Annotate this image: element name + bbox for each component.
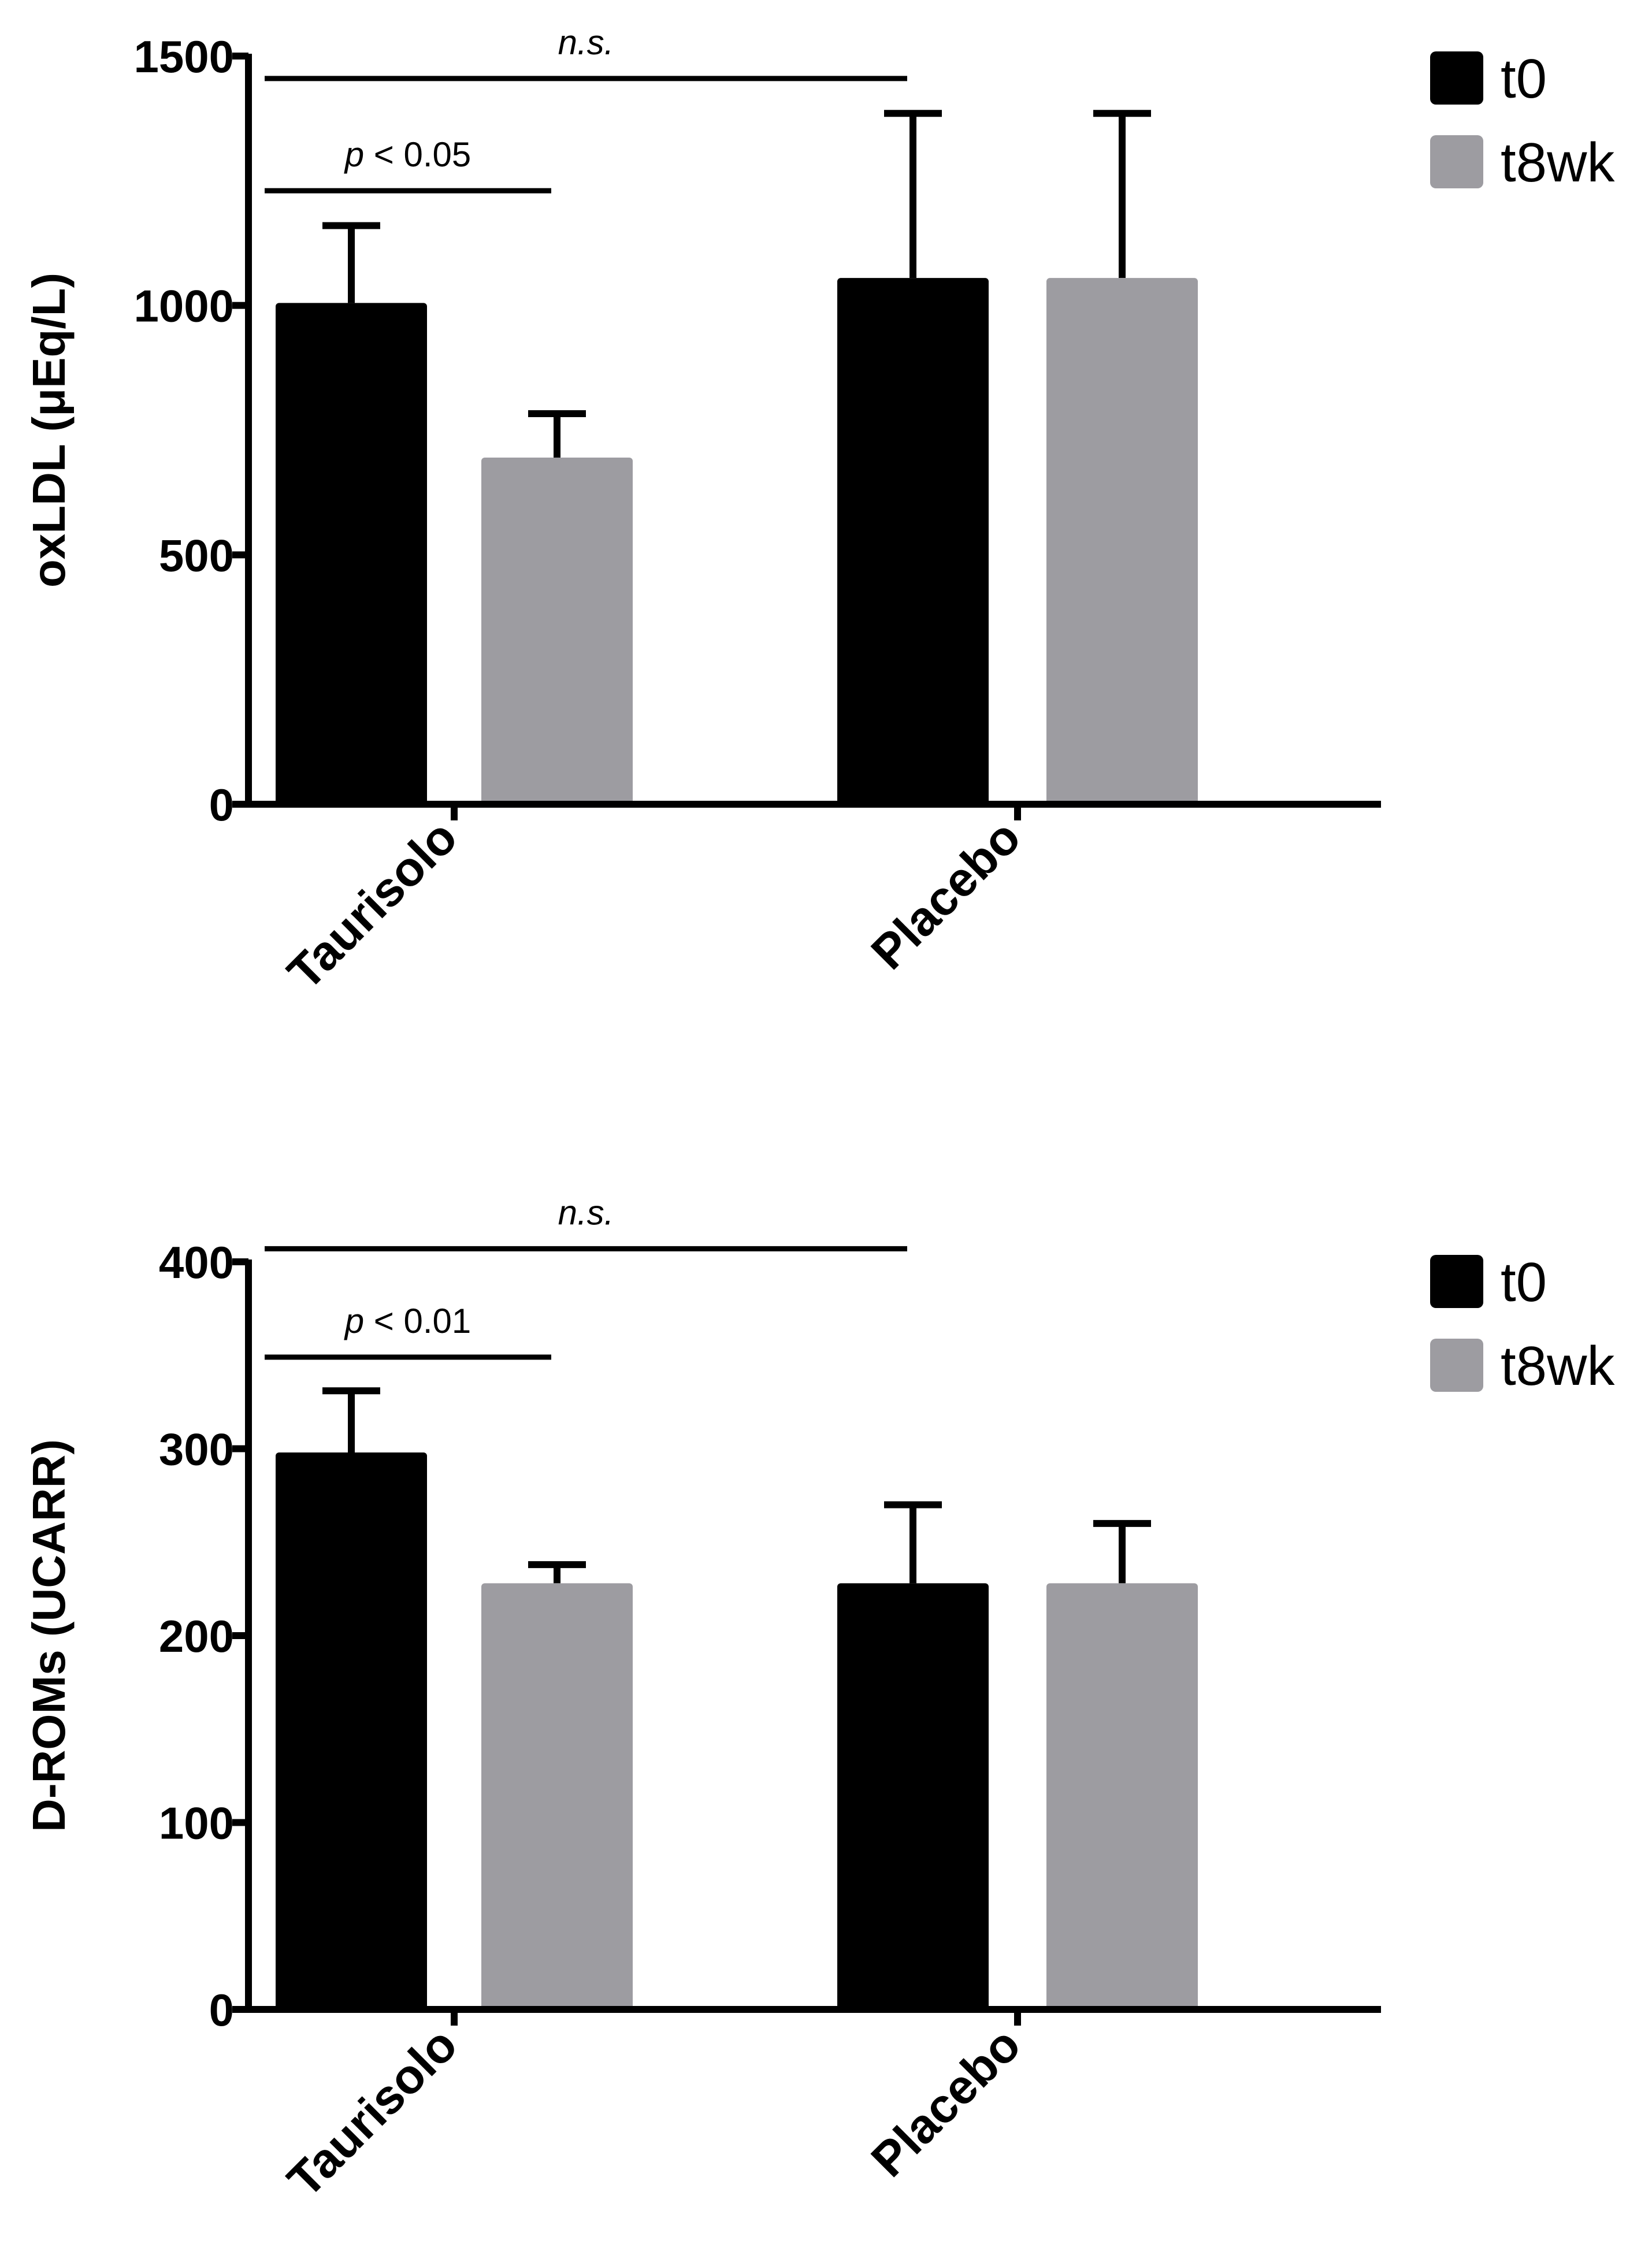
bar-t0-taurisolo (276, 1452, 427, 2009)
bar-t0-taurisolo (276, 303, 427, 804)
significance-italic: p (344, 135, 364, 174)
legend-swatch-t8wk (1430, 135, 1483, 188)
category-label-placebo: Placebo (860, 809, 1030, 979)
y-axis-title: D-ROMs (UCARR) (23, 1439, 75, 1832)
bar-t0-placebo (837, 278, 989, 804)
droms-chart: 0 100 200 300 400 Taurisolo Placebo D-ROMs (UCA… (23, 1193, 1615, 2207)
legend-label-t8wk: t8wk (1501, 1335, 1615, 1397)
y-axis-title: oxLDL (μEq/L) (23, 273, 75, 588)
y-tick-label: 300 (159, 1424, 234, 1475)
category-label-taurisolo: Taurisolo (277, 2017, 467, 2207)
bar-t8wk-placebo (1046, 1583, 1198, 2009)
legend-swatch-t0 (1430, 1255, 1483, 1308)
bar-t8wk-taurisolo (481, 1583, 633, 2009)
legend-label-t8wk: t8wk (1501, 132, 1615, 194)
bar-t8wk-taurisolo (481, 457, 633, 804)
legend-swatch-t0 (1430, 51, 1483, 105)
significance-label: n.s. (558, 23, 614, 62)
legend-label-t0: t0 (1501, 48, 1547, 110)
legend-swatch-t8wk (1430, 1339, 1483, 1392)
y-tick-label: 1500 (133, 31, 234, 82)
y-tick-label: 1000 (133, 281, 234, 332)
significance-label: n.s. (558, 1193, 614, 1232)
y-tick-label: 0 (209, 779, 234, 830)
y-tick-label: 400 (159, 1237, 234, 1288)
y-tick-label: 200 (159, 1611, 234, 1662)
y-tick-label: 0 (209, 1985, 234, 2035)
y-tick-label: 500 (159, 530, 234, 581)
significance-italic: n.s. (558, 1193, 614, 1232)
significance-text: < 0.01 (364, 1302, 471, 1340)
significance-text: < 0.05 (364, 135, 471, 174)
y-tick-label: 100 (159, 1798, 234, 1849)
significance-italic: p (344, 1302, 364, 1340)
category-label-placebo: Placebo (860, 2017, 1030, 2187)
significance-label: p < 0.05 (344, 135, 472, 174)
oxldl-chart: 0 500 1000 1500 Taurisolo Placebo oxLDL (μEq/L… (23, 23, 1615, 1000)
bar-t8wk-placebo (1046, 278, 1198, 804)
significance-label: p < 0.01 (344, 1302, 472, 1340)
legend-label-t0: t0 (1501, 1251, 1547, 1313)
category-label-taurisolo: Taurisolo (277, 809, 467, 1000)
significance-italic: n.s. (558, 23, 614, 62)
bar-t0-placebo (837, 1583, 989, 2009)
